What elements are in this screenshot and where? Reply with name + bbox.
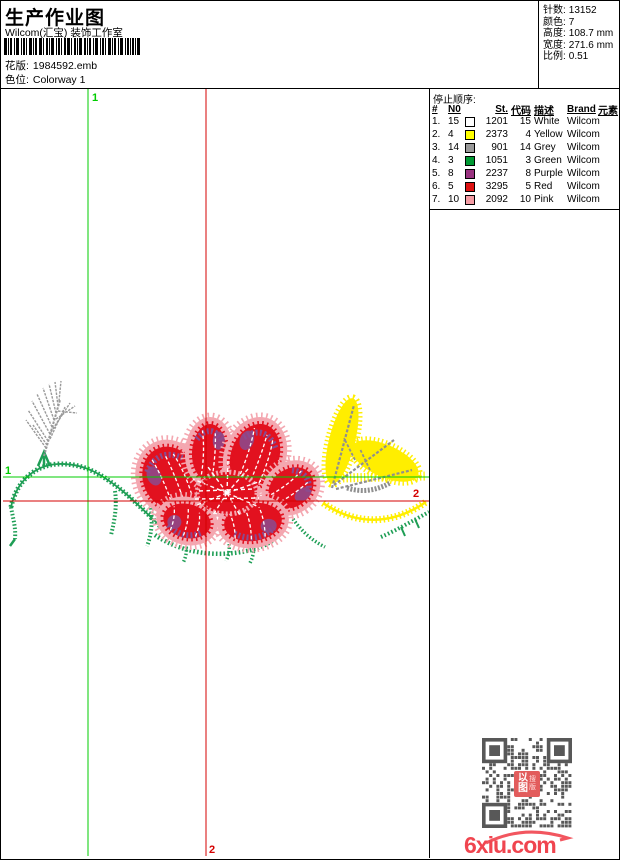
table-row: 5. 8 2237 8 Purple Wilcom: [432, 168, 600, 179]
design-canvas: 1 1 2 2: [3, 89, 429, 858]
barcode: [4, 38, 140, 55]
guide-label-green-left: 1: [5, 465, 11, 477]
qr-logo-text-side: 搜版: [529, 776, 536, 791]
table-row: 3. 14 901 14 Grey Wilcom: [432, 142, 600, 153]
flower: [130, 412, 325, 553]
stop-order-title: 停止顺序:: [433, 95, 476, 106]
pattern-filename: 1984592.emb: [32, 60, 98, 72]
table-row: 6. 5 3295 5 Red Wilcom: [432, 181, 600, 192]
colorway-value: Colorway 1: [32, 74, 86, 86]
col-desc: 描述: [534, 106, 554, 117]
color-swatch: [465, 194, 475, 205]
qr-code: 以图 搜版: [482, 738, 572, 828]
stat-width: 宽度: 271.6 mm: [543, 39, 614, 51]
embroidery-design: 1 1 2 2: [3, 89, 429, 856]
table-row: 2. 4 2373 4 Yellow Wilcom: [432, 129, 600, 140]
header: 生产作业图 Wilcom(汇宝) 装饰工作室 花版: 1984592.emb 色位…: [1, 1, 619, 89]
qr-modules: [482, 738, 572, 828]
watermark-swoosh: [485, 830, 574, 845]
watermark-text: 6xiu.com: [464, 832, 556, 857]
page-title: 生产作业图: [5, 8, 106, 29]
color-swatch: [465, 142, 475, 153]
guide-label-red-bottom: 2: [209, 844, 215, 856]
pattern-row: 花版: 1984592.emb: [5, 58, 97, 73]
col-n0: N0: [448, 104, 461, 115]
app-subtitle: Wilcom(汇宝) 装饰工作室: [5, 27, 123, 39]
grey-feather: [25, 380, 78, 457]
pattern-label: 花版:: [5, 60, 29, 72]
design-stats-box: 针数: 13152 颜色: 7 高度: 108.7 mm 宽度: 271.6 mm 比例…: [538, 1, 619, 88]
stat-stitches: 针数: 13152: [543, 5, 597, 16]
table-header: # N0 St. 代码 描述 Brand: [430, 102, 620, 117]
col-st: St.: [495, 104, 508, 115]
color-swatch: [465, 129, 475, 140]
color-swatch: [465, 155, 475, 166]
stat-height: 高度: 108.7 mm: [543, 28, 614, 40]
table-row: 4. 3 1051 3 Green Wilcom: [432, 155, 600, 166]
stat-scale: 比例: 0.51: [543, 51, 589, 63]
color-swatch: [465, 116, 475, 127]
watermark-logo: 6xiu.com: [464, 830, 574, 857]
colorway-row: 色位: Colorway 1: [5, 72, 85, 87]
color-swatch: [465, 181, 475, 192]
col-element: 元素: [598, 106, 618, 117]
qr-logo-text: 以图: [518, 773, 528, 794]
table-row: 1. 15 1201 15 White Wilcom: [432, 116, 600, 127]
col-code: 代码: [511, 106, 531, 117]
colorway-label: 色位:: [5, 74, 29, 86]
stat-colors: 颜色: 7: [543, 16, 575, 28]
guide-label-green-top: 1: [92, 92, 98, 104]
table-row: 7. 10 2092 10 Pink Wilcom: [432, 194, 600, 205]
color-swatch: [465, 168, 475, 179]
qr-center-logo: 以图 搜版: [514, 771, 540, 797]
guide-label-red-right: 2: [413, 488, 419, 500]
side-panel: 停止顺序: # N0 St. 代码 描述 Brand 元素 1. 15 1201 15…: [429, 89, 620, 858]
color-sequence-table: 停止顺序: # N0 St. 代码 描述 Brand 元素 1. 15 1201 15…: [430, 89, 620, 210]
col-brand: Brand: [567, 104, 596, 115]
col-hash: #: [432, 104, 438, 115]
